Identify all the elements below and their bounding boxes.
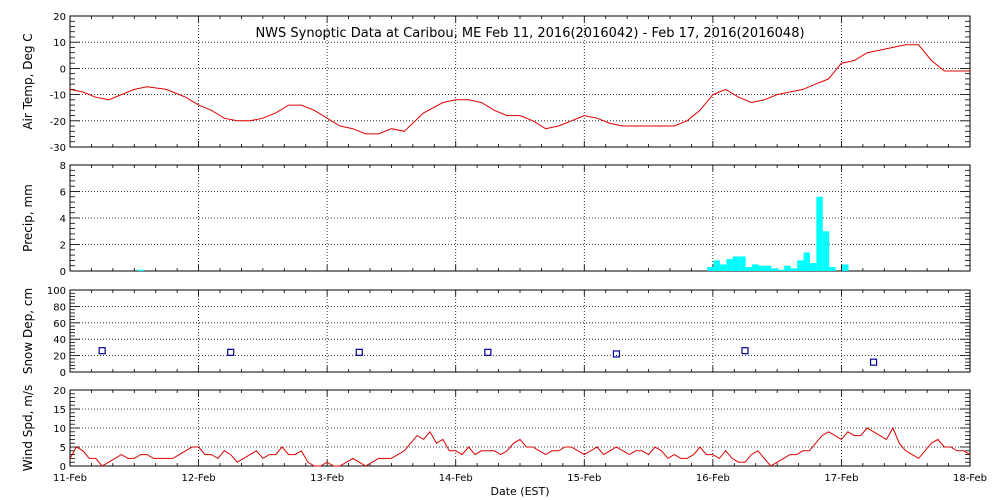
precip-bar	[829, 267, 836, 271]
y-tick-label: 2	[60, 241, 66, 252]
y-tick-label: 5	[60, 443, 66, 454]
y-axis-label: Precip, mm	[21, 184, 35, 252]
precip-bar	[822, 231, 830, 271]
y-tick-label: 8	[60, 161, 66, 172]
x-tick-label: 13-Feb	[310, 473, 344, 484]
y-tick-label: -10	[50, 91, 66, 102]
panel-frame	[69, 289, 971, 373]
air-temp-line	[69, 44, 970, 135]
precip-bar	[803, 252, 810, 271]
snow-depth-point	[869, 358, 878, 366]
precip-bar	[707, 267, 714, 271]
precip-bar	[784, 265, 791, 271]
y-tick-label: 10	[53, 424, 66, 435]
snow-depth-point	[484, 348, 492, 356]
panel-1: -30 -20 -10 0 10 20 Air Temp, Deg C	[21, 12, 971, 154]
x-axis-label: Date (EST)	[490, 485, 549, 498]
y-axis-label: Snow Dep, cm	[21, 288, 35, 374]
y-tick-label: 60	[53, 319, 66, 330]
snow-depth-point	[612, 350, 621, 358]
x-tick-label: 17-Feb	[824, 473, 858, 484]
wind-speed-line	[69, 426, 971, 467]
precip-bar	[771, 268, 778, 271]
y-axis-label: Air Temp, Deg C	[21, 33, 35, 129]
y-tick-label: 4	[60, 214, 66, 225]
y-tick-label: -30	[50, 143, 66, 154]
chart-title: NWS Synoptic Data at Caribou, ME Feb 11,…	[255, 26, 804, 41]
snow-depth-point	[227, 348, 235, 356]
precip-bar	[764, 265, 772, 271]
precip-bar	[713, 260, 720, 271]
precip-bar	[137, 269, 144, 271]
panel-4: 0 5 10 15 20 Wind Spd, m/s	[21, 385, 971, 473]
precip-bar	[726, 259, 733, 271]
precip-bar	[842, 264, 849, 271]
y-tick-label: 0	[60, 368, 66, 379]
precip-bar	[797, 260, 804, 271]
precip-bar	[816, 196, 823, 271]
panel-2: 0 2 4 6 8 Precip, mm	[21, 161, 971, 278]
precip-bar	[745, 267, 753, 271]
x-tick-label: 12-Feb	[182, 473, 216, 484]
y-tick-label: 0	[60, 462, 66, 473]
x-tick-label: 18-Feb	[953, 473, 987, 484]
precip-bar	[758, 265, 765, 271]
x-tick-label: 11-Feb	[53, 473, 87, 484]
y-tick-label: 6	[60, 188, 66, 199]
y-tick-label: 20	[53, 12, 66, 23]
panel-3: 0 20 40 60 80 100 Snow Dep, cm	[21, 286, 971, 379]
precip-bar	[790, 268, 798, 271]
chart-panels: -30 -20 -10 0 10 20 Air Temp, Deg C 0 2 4 6 8 Precip…	[21, 12, 987, 484]
y-axis-label: Wind Spd, m/s	[21, 385, 35, 471]
snow-depth-point	[355, 348, 363, 356]
precip-bar	[777, 269, 785, 271]
y-tick-label: 0	[60, 267, 66, 278]
y-tick-label: 0	[60, 64, 66, 75]
x-tick-label: 16-Feb	[696, 473, 730, 484]
precip-bar	[809, 263, 817, 271]
y-tick-label: 20	[53, 352, 66, 363]
precip-bar	[752, 264, 759, 271]
precip-bar	[732, 256, 740, 271]
precip-bar	[739, 256, 746, 271]
x-tick-label: 14-Feb	[439, 473, 473, 484]
y-tick-label: 40	[53, 335, 66, 346]
y-tick-label: 20	[53, 386, 66, 397]
y-tick-label: -20	[50, 117, 66, 128]
y-tick-label: 100	[47, 286, 66, 297]
snow-depth-point	[741, 347, 749, 355]
x-tick-label: 15-Feb	[567, 473, 601, 484]
snow-depth-point	[98, 347, 106, 355]
y-tick-label: 10	[53, 38, 66, 49]
precip-bar	[719, 264, 727, 271]
y-tick-label: 15	[53, 405, 66, 416]
y-tick-label: 80	[53, 302, 66, 313]
